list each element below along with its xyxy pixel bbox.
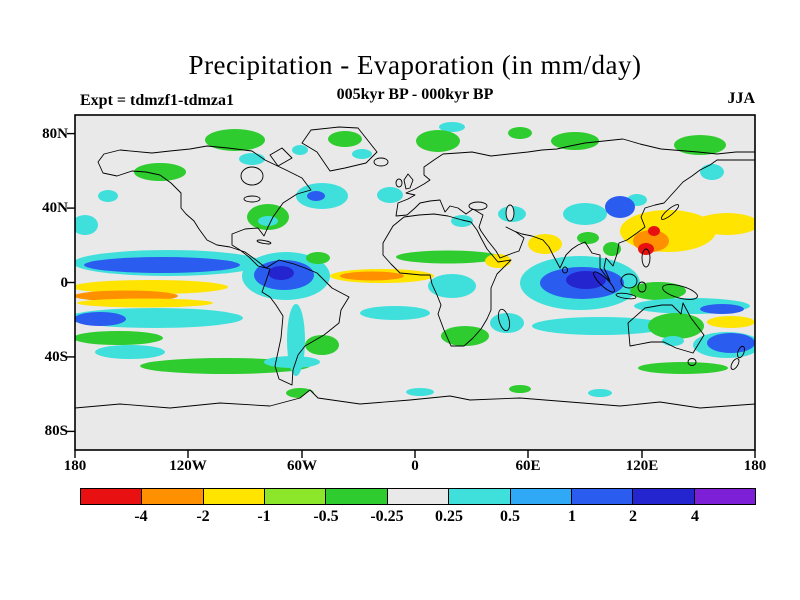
colorbar-label-025: 0.25 [435, 508, 463, 525]
lon-tick-label-120w: 120W [169, 458, 207, 474]
anomaly-regions [75, 122, 755, 398]
colorbar-segment-2-4 [633, 489, 695, 504]
sri-lanka-outline [562, 266, 568, 274]
coastlines [75, 126, 755, 450]
madagascar-outline [497, 308, 511, 332]
colorbar [80, 488, 756, 505]
philippines-outline [641, 248, 651, 268]
lon-tick-label-0: 0 [411, 458, 419, 474]
period-label: 005kyr BP - 000kyr BP [336, 86, 494, 103]
colorbar-segment-neg025-025 [387, 489, 450, 504]
lat-tick-label-40n: 40N [42, 200, 68, 216]
lon-tick-label-60w: 60W [287, 458, 317, 474]
tasmania-outline [687, 358, 697, 366]
africa-outline [382, 213, 512, 347]
plot-title: Precipitation - Evaporation (in mm/day) [188, 50, 642, 80]
lat-tick-label-0: 0 [60, 275, 69, 291]
new-zealand-north-outline [737, 345, 745, 359]
colorbar-label-neg025: -0.25 [370, 508, 404, 525]
colorbar-segment-neg2-neg1 [203, 489, 266, 504]
colorbar-segment-025-05 [449, 489, 511, 504]
colorbar-segment-lt-neg4 [81, 489, 143, 504]
lon-tick-label-60e: 60E [515, 458, 541, 474]
colorbar-label-1: 1 [568, 508, 576, 525]
colorbar-label-2: 2 [629, 508, 637, 525]
axis-ticks [67, 132, 756, 458]
iceland-outline [373, 157, 389, 167]
colorbar-label-neg2: -2 [196, 508, 210, 525]
java-outline [615, 292, 637, 300]
australia-outline [627, 302, 705, 354]
lat-tick-label-80n: 80N [42, 126, 68, 142]
lon-tick-label-120e: 120E [625, 458, 659, 474]
japan-outline [660, 204, 680, 220]
north-america-outline [97, 145, 312, 269]
baffin-island-outline [269, 147, 293, 167]
colorbar-segment-neg1-neg05 [265, 489, 327, 504]
lat-tick-label-80s: 80S [44, 423, 68, 439]
season-label: JJA [727, 90, 755, 107]
borneo-outline [620, 273, 638, 289]
hudson-bay-outline [240, 166, 264, 186]
sulawesi-outline [637, 281, 647, 293]
experiment-label: Expt = tdmzf1-tdmza1 [80, 92, 234, 109]
black-sea-outline [468, 201, 488, 211]
south-america-outline [261, 259, 350, 386]
colorbar-segment-1-2 [571, 489, 634, 504]
colorbar-label-05: 0.5 [500, 508, 520, 525]
colorbar-label-neg4: -4 [134, 508, 148, 525]
new-guinea-outline [662, 284, 698, 300]
colorbar-segment-neg4-neg2 [142, 489, 204, 504]
colorbar-label-4: 4 [691, 508, 699, 525]
greenland-outline [301, 126, 378, 172]
lon-tick-label-180e: 180 [743, 458, 767, 474]
colorbar-label-neg05: -0.5 [313, 508, 339, 525]
great-lakes-outline [243, 195, 261, 203]
lat-tick-label-40s: 40S [44, 349, 68, 365]
ireland-outline [395, 178, 403, 188]
cuba-outline [256, 239, 272, 245]
map-frame [74, 114, 756, 451]
new-zealand-south-outline [730, 358, 740, 370]
britain-outline [403, 173, 414, 190]
colorbar-segment-05-1 [510, 489, 572, 504]
eurasia-outline [395, 138, 755, 282]
colorbar-label-neg1: -1 [257, 508, 271, 525]
colorbar-segment-neg05-neg025 [326, 489, 388, 504]
caspian-sea-outline [505, 204, 515, 222]
antarctica-outline [75, 389, 755, 450]
sumatra-outline [593, 271, 615, 293]
colorbar-segment-gt4 [694, 489, 755, 504]
lon-tick-label-180w: 180 [63, 458, 87, 474]
